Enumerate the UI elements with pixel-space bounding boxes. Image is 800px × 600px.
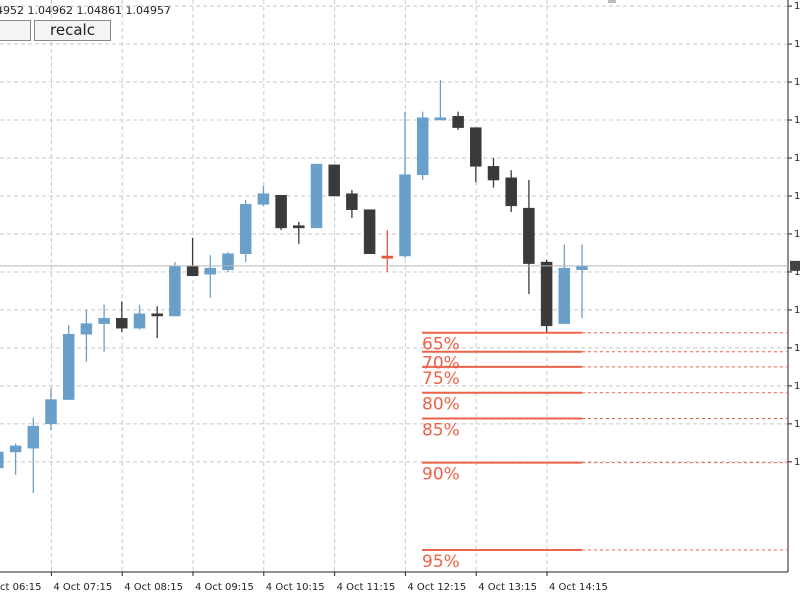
candle-body xyxy=(540,261,553,327)
y-tick-label: 1 xyxy=(794,381,800,392)
candle-body xyxy=(576,265,588,270)
x-tick-label: 4 Oct 09:15 xyxy=(195,582,254,593)
y-tick-label: 1 xyxy=(794,305,800,316)
x-tick-label: 4 Oct 12:15 xyxy=(407,582,466,593)
candle-body xyxy=(399,174,411,257)
x-tick-label: 4 Oct 13:15 xyxy=(478,582,537,593)
level-label: 80% xyxy=(422,395,460,415)
candle-body xyxy=(98,318,110,324)
candle-body xyxy=(0,451,4,469)
candle-body xyxy=(27,425,40,449)
y-tick-label: 1 xyxy=(794,39,800,50)
candle-body xyxy=(239,204,252,254)
x-tick-label: 4 Oct 07:15 xyxy=(53,582,112,593)
candle-body xyxy=(45,399,57,425)
candle-body xyxy=(275,194,287,229)
candle-body xyxy=(523,207,535,264)
candle-body xyxy=(151,313,163,317)
candle-body xyxy=(293,225,305,229)
candle-body xyxy=(186,265,199,276)
level-label: 90% xyxy=(422,465,460,485)
x-tick-label: 4 Oct 10:15 xyxy=(266,582,325,593)
y-tick-label: 1 xyxy=(794,229,800,240)
y-tick-label: 1 xyxy=(794,1,800,12)
level-label: 95% xyxy=(422,552,460,572)
y-tick-label: 1 xyxy=(794,191,800,202)
candle-body xyxy=(363,209,376,254)
candle-body xyxy=(9,445,22,453)
recalc-button[interactable]: recalc xyxy=(34,20,111,41)
level-label: 65% xyxy=(422,335,460,355)
candle-body xyxy=(346,193,358,210)
y-tick-label: 1 xyxy=(794,77,800,88)
candle-body xyxy=(452,115,464,128)
candle-body xyxy=(470,127,482,167)
candle-body xyxy=(381,255,394,259)
top-marker xyxy=(608,0,616,3)
candle-body xyxy=(133,313,146,329)
x-tick-label: 4 Oct 06:15 xyxy=(0,582,41,593)
candle-body xyxy=(416,117,429,175)
y-tick-label: 1 xyxy=(794,115,800,126)
x-tick-label: 4 Oct 08:15 xyxy=(124,582,183,593)
candle-body xyxy=(487,166,500,181)
price-marker xyxy=(790,260,800,271)
candle-body xyxy=(62,333,75,400)
candle-body xyxy=(116,318,128,329)
candle-body xyxy=(328,164,340,197)
y-tick-label: 1 xyxy=(794,267,800,278)
level-label: 85% xyxy=(422,421,460,441)
ohlc-header: 4952 1.04962 1.04861 1.04957 xyxy=(0,4,171,17)
candle-body xyxy=(505,177,517,207)
level-label: 75% xyxy=(422,369,460,389)
input-box[interactable] xyxy=(0,20,31,41)
candle-body xyxy=(434,117,447,121)
y-tick-label: 1 xyxy=(794,419,800,430)
level-label: 70% xyxy=(422,354,460,374)
candle-body xyxy=(310,163,323,229)
x-tick-label: 4 Oct 11:15 xyxy=(337,582,396,593)
candle-body xyxy=(222,253,234,270)
y-tick-label: 1 xyxy=(794,457,800,468)
x-tick-label: 4 Oct 14:15 xyxy=(549,582,608,593)
candle-body xyxy=(80,323,93,335)
candle-body xyxy=(169,265,181,317)
candle-body xyxy=(257,193,270,205)
y-tick-label: 1 xyxy=(794,153,800,164)
candle-body xyxy=(558,267,571,324)
y-tick-label: 1 xyxy=(794,343,800,354)
candle-body xyxy=(204,267,217,275)
